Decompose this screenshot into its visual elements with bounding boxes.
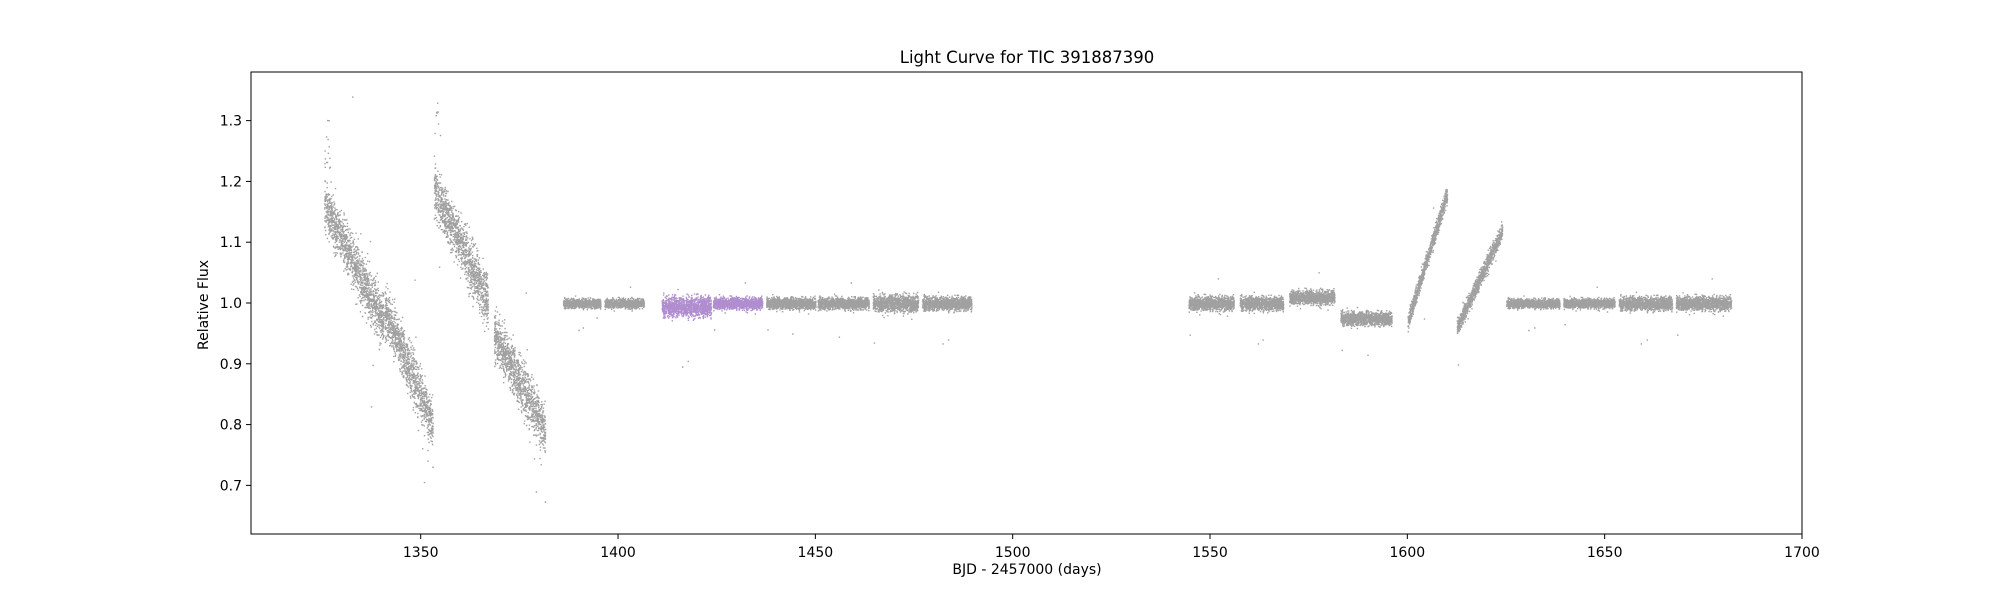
x-tick-label: 1350 (403, 545, 439, 561)
data-segment-0-2 (433, 102, 490, 333)
data-segment-0-11 (1239, 291, 1285, 345)
data-segment-0-3 (493, 292, 547, 503)
data-segment-0-16 (1506, 295, 1561, 332)
data-segment-0-10 (1188, 278, 1235, 336)
data-segment-0-1 (384, 279, 434, 484)
axes: 1350 1400 1450 1500 1550 1600 1650 1700 0.7 0.8 0.… (220, 71, 1820, 561)
data-segment-0-13 (1340, 306, 1393, 356)
data-segment-1-1 (712, 282, 764, 331)
data-segment-0-9 (921, 291, 973, 345)
y-tick-label: 1.1 (220, 235, 242, 251)
data-segment-1-0 (661, 288, 713, 368)
data-segment-0-5 (604, 286, 646, 312)
chart-title: Light Curve for TIC 391887390 (900, 48, 1154, 67)
data-segment-0-6 (766, 294, 817, 335)
data-segment-0-4 (562, 295, 602, 332)
data-segment-0-17 (1563, 286, 1616, 326)
y-tick-label: 1.3 (220, 114, 242, 130)
data-segment-0-14 (1407, 188, 1449, 333)
data-segment-0-15 (1456, 221, 1504, 366)
x-tick-label: 1500 (995, 545, 1031, 561)
y-tick-label: 1.2 (220, 174, 242, 190)
data-segment-0-18 (1618, 291, 1674, 345)
x-axis-label: BJD - 2457000 (days) (952, 562, 1101, 578)
x-tick-label: 1550 (1192, 545, 1228, 561)
y-tick-label: 0.7 (220, 478, 242, 494)
plot-area (324, 96, 1733, 503)
x-tick-label: 1600 (1390, 545, 1426, 561)
data-segment-0-12 (1288, 272, 1336, 311)
x-tick-label: 1450 (798, 545, 834, 561)
data-segment-0-8 (872, 289, 920, 344)
x-tick-label: 1700 (1784, 545, 1820, 561)
y-tick-label: 0.9 (220, 357, 242, 373)
x-tick-label: 1400 (600, 545, 636, 561)
x-tick-label: 1650 (1587, 545, 1623, 561)
y-tick-label: 0.8 (220, 418, 242, 434)
y-axis-label: Relative Flux (196, 260, 212, 350)
y-tick-label: 1.0 (220, 296, 242, 312)
data-segment-0-0 (324, 96, 385, 408)
data-segment-0-19 (1675, 278, 1733, 336)
